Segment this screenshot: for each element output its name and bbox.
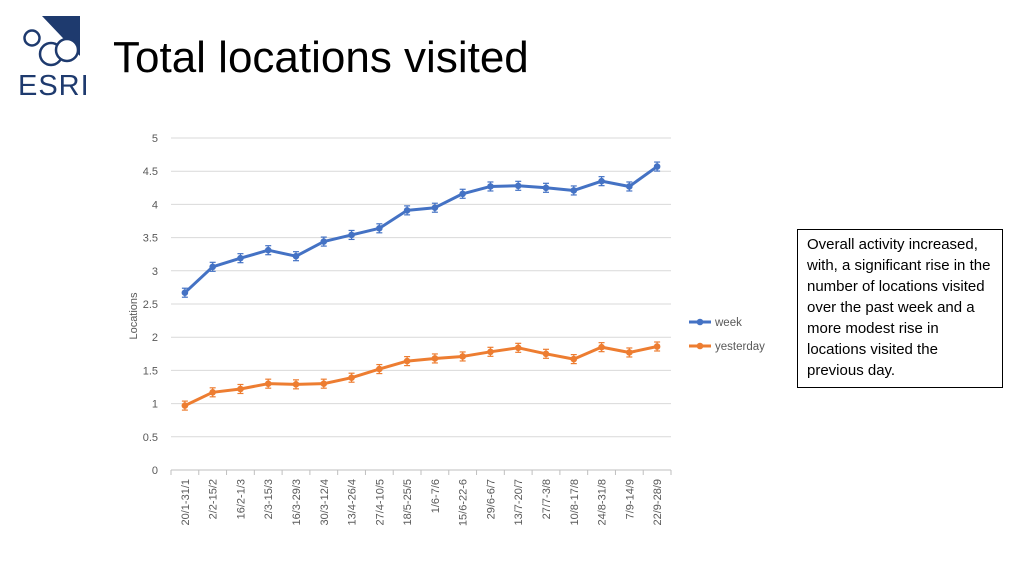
x-tick-label: 27/4-10/5 <box>374 479 386 525</box>
legend-marker <box>696 318 704 326</box>
logo-circle-right <box>54 37 80 63</box>
x-tick-label: 1/6-7/6 <box>430 479 442 513</box>
x-tick-label: 22/9-28/9 <box>652 479 664 525</box>
y-tick-label: 1.5 <box>143 365 158 377</box>
data-point-week <box>570 187 578 194</box>
data-point-week <box>626 183 633 190</box>
y-axis-ticks: 0 0.5 1 1.5 2 2.5 3 3.5 4 4.5 5 <box>143 133 158 477</box>
data-point-yesterday <box>459 353 466 360</box>
logo-circle-small <box>23 29 41 47</box>
y-tick-label: 0.5 <box>143 432 158 444</box>
x-tick-label: 2/3-15/3 <box>263 479 275 519</box>
data-point-yesterday <box>653 343 661 350</box>
y-axis-label: Locations <box>128 292 140 340</box>
data-point-yesterday <box>626 349 633 356</box>
x-tick-label: 24/8-31/8 <box>597 479 609 525</box>
series-group <box>181 161 661 411</box>
data-point-yesterday <box>348 374 355 382</box>
x-tick-label: 29/6-6/7 <box>485 479 497 519</box>
annotation-textbox: Overall activity increased, with, a sign… <box>797 229 1003 388</box>
data-point-week <box>237 254 244 262</box>
data-point-week <box>209 263 216 271</box>
x-tick-label: 7/9-14/9 <box>624 479 636 519</box>
gridlines <box>171 137 671 471</box>
logo-text: ESRI <box>18 70 90 102</box>
y-tick-label: 4 <box>152 199 158 211</box>
x-tick-label: 2/2-15/2 <box>208 479 220 519</box>
series-line-yesterday <box>183 344 659 408</box>
data-point-yesterday <box>598 343 605 351</box>
data-point-yesterday <box>431 355 439 362</box>
data-point-yesterday <box>209 389 216 396</box>
y-tick-label: 3.5 <box>143 233 158 245</box>
y-tick-label: 3 <box>152 266 158 278</box>
data-point-week <box>348 231 355 239</box>
y-tick-label: 0 <box>152 465 158 477</box>
data-point-yesterday <box>487 348 494 356</box>
data-point-week <box>598 177 605 185</box>
data-point-yesterday <box>320 380 328 387</box>
data-point-week <box>431 204 439 212</box>
data-point-week <box>181 289 189 297</box>
data-point-week <box>542 184 550 192</box>
legend-item-yesterday: yesterday <box>689 341 765 353</box>
data-point-week <box>403 207 411 214</box>
x-tick-label: 27/7-3/8 <box>541 479 553 519</box>
x-tick-label: 13/4-26/4 <box>347 479 359 525</box>
y-tick-label: 1 <box>152 399 158 411</box>
legend-marker <box>696 342 704 350</box>
legend-item-week: week <box>689 317 742 329</box>
y-tick-label: 4.5 <box>143 166 158 178</box>
data-point-week <box>264 246 272 254</box>
data-point-yesterday <box>570 355 578 363</box>
x-axis-ticks: 20/1-31/1 2/2-15/2 16/2-1/3 2/3-15/3 16/3-29… <box>170 470 672 526</box>
data-point-yesterday <box>181 402 189 409</box>
y-tick-label: 2.5 <box>143 299 158 311</box>
data-point-week <box>514 182 522 190</box>
x-tick-label: 10/8-17/8 <box>569 479 581 525</box>
esri-logo <box>23 16 80 67</box>
data-point-yesterday <box>292 381 300 388</box>
y-tick-label: 5 <box>152 133 158 145</box>
x-tick-label: 16/2-1/3 <box>235 479 247 519</box>
data-point-week <box>376 225 383 232</box>
legend: week yesterday <box>689 317 765 353</box>
data-point-yesterday <box>514 344 522 352</box>
data-point-yesterday <box>237 385 244 393</box>
data-point-yesterday <box>403 357 411 365</box>
x-tick-label: 15/6-22-6 <box>458 479 470 526</box>
y-tick-label: 2 <box>152 332 158 344</box>
series-line-week <box>183 165 659 295</box>
data-point-week <box>459 190 466 198</box>
x-tick-label: 16/3-29/3 <box>291 479 303 525</box>
data-point-yesterday <box>376 365 383 373</box>
data-point-week <box>653 163 661 170</box>
x-tick-label: 30/3-12/4 <box>319 479 331 525</box>
legend-label: yesterday <box>715 341 765 353</box>
x-tick-label: 13/7-20/7 <box>513 479 525 525</box>
data-point-week <box>320 238 328 245</box>
x-tick-label: 20/1-31/1 <box>180 479 192 525</box>
data-point-week <box>487 183 494 190</box>
slide-title: Total locations visited <box>113 33 529 82</box>
data-point-yesterday <box>264 380 272 387</box>
data-point-week <box>292 252 300 260</box>
series-yesterday <box>181 341 661 411</box>
data-point-yesterday <box>542 350 550 358</box>
series-week <box>181 161 661 298</box>
legend-label: week <box>714 317 742 329</box>
x-tick-label: 18/5-25/5 <box>402 479 414 525</box>
